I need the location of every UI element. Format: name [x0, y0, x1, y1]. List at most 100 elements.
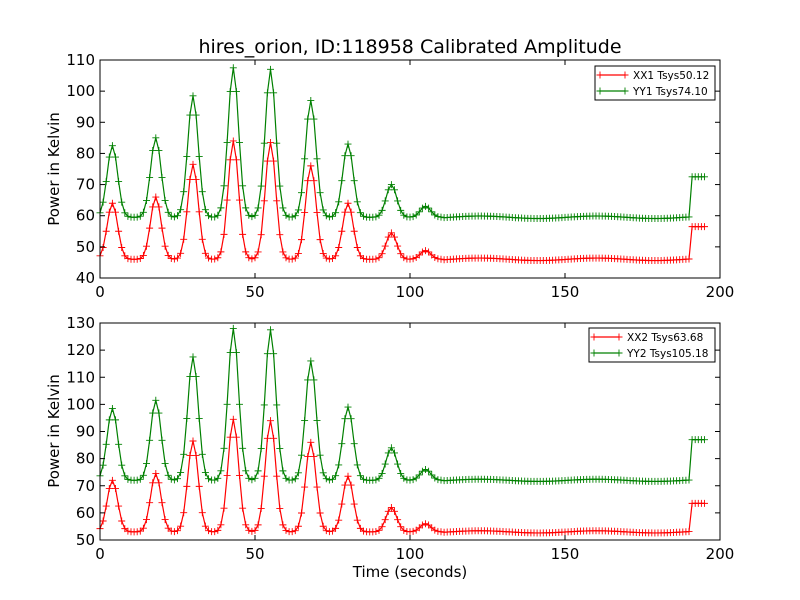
data-point	[161, 242, 169, 250]
data-point	[195, 482, 203, 490]
data-point	[201, 206, 209, 214]
data-point	[428, 208, 436, 216]
data-point	[347, 415, 355, 423]
data-point	[360, 255, 367, 263]
data-point	[360, 475, 367, 483]
data-point	[170, 528, 178, 536]
data-point	[180, 188, 188, 196]
data-point	[229, 137, 237, 145]
data-point	[267, 326, 274, 334]
data-point	[347, 208, 355, 216]
data-point	[152, 396, 160, 404]
data-point	[155, 409, 163, 417]
data-point	[115, 227, 123, 235]
data-point	[192, 175, 200, 183]
data-point	[288, 476, 296, 484]
data-point	[239, 444, 247, 452]
data-point	[242, 204, 250, 212]
data-point	[353, 461, 361, 469]
data-point	[307, 438, 315, 446]
data-point	[335, 516, 343, 524]
data-point	[205, 254, 212, 262]
data-point	[143, 197, 150, 205]
data-point	[121, 209, 129, 217]
data-point	[217, 521, 225, 529]
data-point	[418, 204, 426, 212]
data-point	[372, 476, 380, 484]
data-point	[353, 198, 361, 206]
data-point	[155, 203, 163, 211]
data-point	[245, 474, 253, 482]
data-point	[220, 230, 228, 238]
data-point	[164, 524, 172, 532]
data-point	[248, 255, 256, 263]
data-point	[99, 198, 107, 206]
data-point	[288, 213, 296, 221]
data-point	[161, 516, 169, 524]
data-point	[257, 504, 265, 512]
data-point	[344, 403, 352, 411]
data-point	[102, 177, 110, 185]
data-point	[298, 236, 305, 244]
data-point	[298, 451, 305, 459]
data-point	[270, 434, 278, 442]
data-point	[350, 177, 358, 185]
data-point	[356, 209, 364, 217]
top-y-tick-label: 80	[76, 144, 95, 162]
bottom-y-tick-label: 70	[76, 477, 95, 495]
data-point	[282, 474, 290, 482]
data-point	[422, 520, 429, 528]
data-point	[124, 527, 132, 535]
data-point	[112, 485, 119, 493]
data-point	[325, 255, 333, 263]
data-point	[375, 474, 383, 482]
data-point	[425, 204, 433, 212]
bottom-legend-label: YY2 Tsys105.18	[626, 348, 708, 360]
top-legend-label: XX1 Tsys50.12	[633, 70, 709, 82]
data-point	[381, 242, 389, 250]
data-point	[322, 212, 330, 220]
data-point	[251, 526, 259, 534]
top-ticks: 0 50 100 150 200 40 50 60 70 80 90 100 110	[66, 51, 734, 301]
data-point	[288, 255, 296, 263]
data-point	[422, 247, 429, 255]
data-point	[174, 475, 181, 483]
data-point	[223, 138, 231, 146]
data-point	[211, 528, 219, 536]
data-point	[387, 503, 395, 511]
data-point	[118, 244, 126, 251]
data-point	[276, 445, 284, 453]
data-point	[378, 206, 386, 214]
data-point	[164, 471, 172, 479]
top-y-tick-label: 60	[76, 207, 95, 225]
data-point	[205, 212, 212, 220]
data-point	[257, 445, 265, 453]
bottom-series-markers-2	[96, 324, 708, 485]
data-point	[146, 499, 154, 507]
data-point	[353, 516, 361, 524]
data-point	[177, 522, 185, 530]
data-point	[146, 174, 154, 182]
data-point	[226, 349, 234, 357]
data-point	[195, 152, 203, 160]
bottom-x-tick-label: 100	[396, 545, 425, 563]
data-point	[139, 208, 147, 216]
data-point	[301, 209, 309, 217]
data-point	[434, 476, 442, 484]
data-point	[149, 479, 157, 487]
bottom-x-tick-label: 50	[245, 545, 264, 563]
data-point	[422, 202, 429, 210]
data-point	[229, 324, 237, 332]
data-point	[161, 197, 169, 205]
data-point	[384, 186, 392, 194]
data-point	[136, 527, 144, 535]
data-point	[276, 231, 284, 239]
data-point	[347, 152, 355, 160]
data-point	[307, 96, 315, 104]
top-x-tick-label: 200	[706, 283, 735, 301]
bottom-y-tick-label: 110	[66, 368, 95, 386]
data-point	[112, 416, 119, 424]
data-point	[267, 65, 274, 73]
